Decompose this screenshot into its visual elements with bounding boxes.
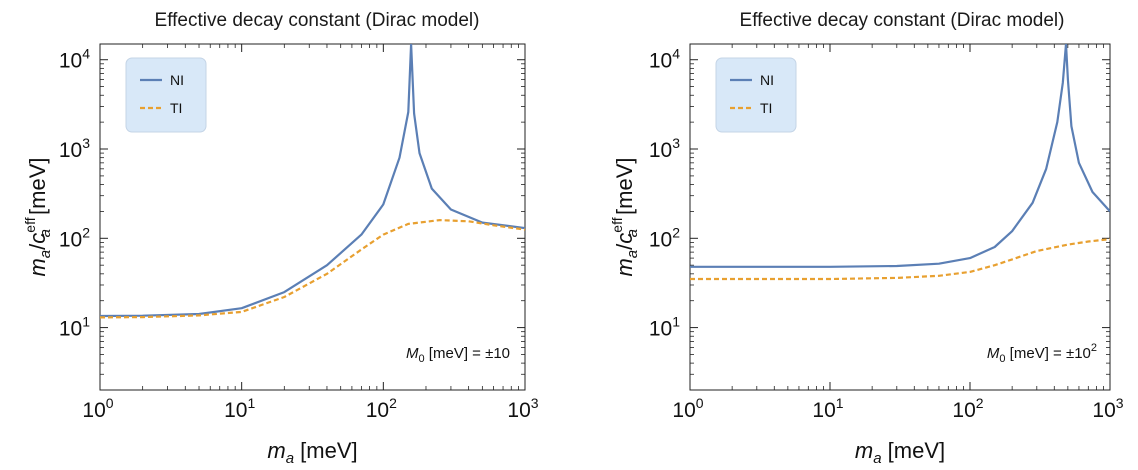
annotation: M0 [meV] = ±10 [406,345,510,365]
legend-label-ni: NI [760,72,774,88]
x-tick-label: 102 [366,395,397,422]
series-line-ni [100,44,525,318]
chart-title: Effective decay constant (Dirac model) [740,10,1065,31]
x-tick-label: 103 [1092,395,1123,422]
plot-frame [689,43,1111,391]
legend-label-ti: TI [170,100,182,116]
legend-label-ni: NI [170,72,184,88]
chart-panel-2: Effective decay constant (Dirac model) 10… [609,10,1124,467]
y-axis-label: ma/ceffa [meV] [22,157,54,276]
legend-label-ti: TI [760,100,772,116]
x-tick-label: 100 [672,395,703,422]
x-tick-label: 101 [224,395,255,422]
x-tick-label: 102 [952,395,983,422]
y-tick-label: 101 [59,314,90,341]
chart-panel-1: Effective decay constant (Dirac model) 10… [22,10,539,467]
y-tick-label: 102 [649,224,680,251]
series-line-ni [690,44,1110,268]
legend-box [715,57,797,133]
x-tick-label: 101 [812,395,843,422]
legend: NI TI [125,57,207,133]
y-tick-label: 103 [59,135,90,162]
y-tick-label: 104 [649,46,680,73]
y-tick-label: 101 [649,314,680,341]
x-axis-label: ma [meV] [855,438,945,467]
x-tick-label: 100 [82,395,113,422]
legend: NI TI [715,57,797,133]
y-tick-label: 102 [59,224,90,251]
minor-ticks [690,44,1110,391]
legend-box [125,57,207,133]
x-axis-label: ma [meV] [267,438,357,467]
y-tick-label: 104 [59,46,90,73]
x-tick-label: 103 [507,395,538,422]
annotation: M0 [meV] = ±102 [987,342,1097,365]
series-line-ti [690,238,1110,281]
minor-ticks [100,44,525,391]
y-tick-label: 103 [649,135,680,162]
plot-frame [99,43,526,391]
series-line-ti [100,219,525,319]
y-axis-label: ma/ceffa [meV] [609,157,641,276]
chart-title: Effective decay constant (Dirac model) [155,10,480,31]
